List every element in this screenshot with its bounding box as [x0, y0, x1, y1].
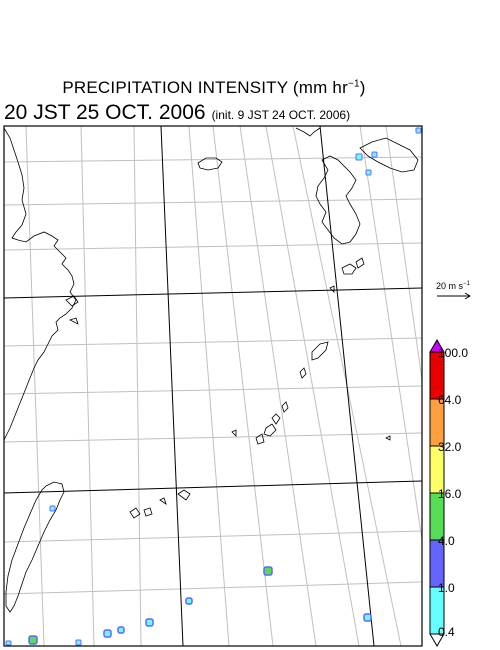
init-time: (init. 9 JST 24 OCT. 2006)	[211, 108, 351, 122]
time-subtitle: 20 JST 25 OCT. 2006 (init. 9 JST 24 OCT. …	[4, 101, 350, 125]
map-frame	[3, 125, 423, 647]
colorbar-label: 100.0	[438, 346, 469, 360]
colorbar-label: 16.0	[438, 487, 462, 501]
colorbar-label: 1.0	[438, 581, 455, 595]
precipitation-cells	[5, 127, 422, 646]
colorbar-label: 64.0	[438, 393, 462, 407]
colorbar-label: 4.0	[438, 534, 455, 548]
title-text: PRECIPITATION INTENSITY (mm hr	[62, 78, 348, 97]
colorbar	[429, 339, 445, 647]
wind-vector-exponent: −1	[463, 281, 470, 287]
colorbar-label: 32.0	[438, 440, 462, 454]
colorbar-label: 0.4	[438, 625, 455, 639]
wind-reference-arrow	[437, 292, 471, 300]
chart-title: PRECIPITATION INTENSITY (mm hr−1)	[0, 78, 428, 98]
title-exponent: −1	[347, 78, 360, 90]
colorbar-under-arrow	[429, 633, 445, 647]
valid-time: 20 JST 25 OCT. 2006	[4, 101, 206, 124]
wind-vector-text: 20 m s	[436, 281, 464, 291]
title-close: )	[359, 78, 366, 97]
coastlines	[3, 127, 419, 613]
wind-vector-label: 20 m s−1	[436, 281, 470, 291]
lat-lon-grid	[3, 125, 423, 647]
